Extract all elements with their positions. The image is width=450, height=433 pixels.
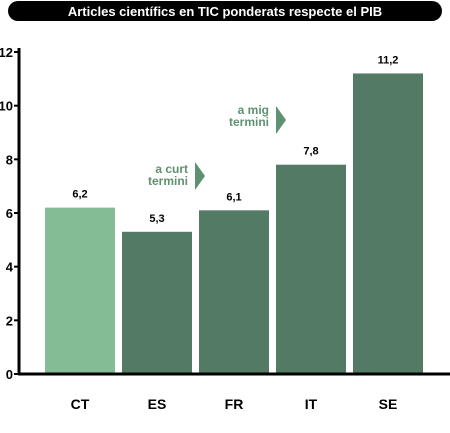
x-tick-label-fr: FR (225, 396, 244, 412)
y-tick-label: 8 (6, 152, 13, 167)
bars-group (45, 73, 423, 374)
annotation-line: a mig (238, 103, 269, 117)
value-labels-group: 6,2 5,3 6,1 7,8 11,2 (72, 54, 398, 224)
y-tick-label: 12 (0, 45, 13, 60)
y-axis-ticks: 0 2 4 6 8 10 12 (0, 45, 19, 382)
bar-ct (45, 207, 115, 374)
y-tick-label: 4 (6, 260, 14, 275)
x-tick-label-ct: CT (71, 396, 90, 412)
y-tick-label: 10 (0, 99, 13, 114)
bar-it (276, 164, 346, 374)
value-label-se: 11,2 (378, 54, 399, 66)
bar-se (353, 73, 423, 374)
y-tick-label: 2 (6, 313, 13, 328)
annotation-line: a curt (155, 162, 188, 176)
chart-title-banner (8, 1, 442, 21)
x-tick-label-it: IT (305, 396, 318, 412)
x-axis-labels: CT ES FR IT SE (71, 396, 398, 412)
value-label-es: 5,3 (149, 213, 164, 225)
bar-fr (199, 210, 269, 374)
annotation-line: termini (148, 174, 188, 188)
value-label-it: 7,8 (303, 146, 318, 158)
x-tick-label-se: SE (379, 396, 398, 412)
value-label-ct: 6,2 (72, 189, 87, 201)
arrow-right-icon (276, 106, 286, 134)
arrow-right-icon (195, 162, 205, 190)
bar-es (122, 231, 192, 374)
y-tick-label: 6 (6, 206, 13, 221)
x-tick-label-es: ES (148, 396, 167, 412)
y-tick-label: 0 (6, 367, 13, 382)
annotation-line: termini (229, 115, 269, 129)
value-label-fr: 6,1 (226, 191, 241, 203)
chart-title: Articles científics en TIC ponderats res… (68, 4, 382, 19)
